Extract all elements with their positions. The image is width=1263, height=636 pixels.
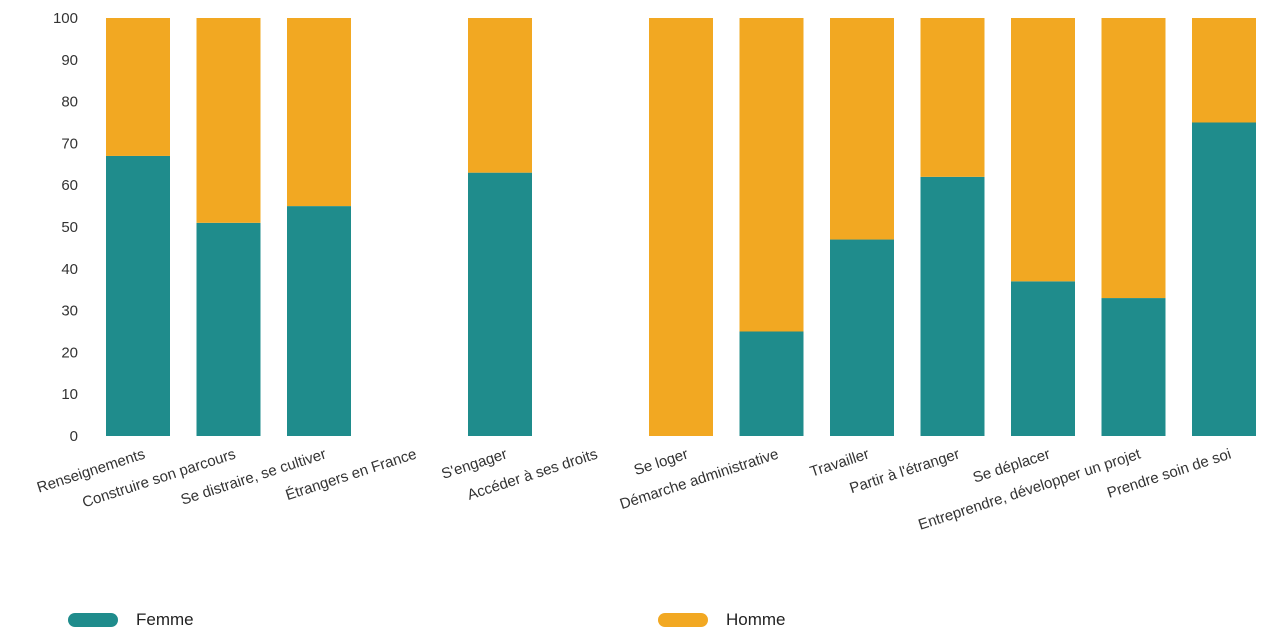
bar-femme — [196, 222, 261, 436]
y-tick-label: 100 — [53, 10, 78, 27]
y-tick-label: 90 — [61, 52, 78, 69]
legend-label-homme: Homme — [726, 610, 786, 629]
x-tick-label: Se loger — [632, 446, 690, 479]
bars — [106, 18, 1256, 436]
bar-femme — [739, 331, 804, 436]
bar-homme — [1192, 18, 1256, 123]
bar-femme — [468, 172, 532, 436]
legend-label-femme: Femme — [136, 610, 194, 629]
bar-femme — [1192, 122, 1256, 436]
bar-homme — [830, 18, 894, 240]
bar-femme — [1011, 281, 1075, 436]
bar-homme — [649, 18, 713, 436]
legend-item-homme: Homme — [658, 610, 786, 630]
y-tick-label: 30 — [61, 303, 78, 320]
bar-homme — [739, 18, 804, 332]
y-tick-label: 80 — [61, 94, 78, 111]
legend-swatch-homme — [658, 613, 708, 627]
bar-homme — [920, 18, 985, 177]
y-tick-label: 60 — [61, 177, 78, 194]
y-axis: 0 10 20 30 40 50 60 70 80 90 100 — [53, 10, 78, 445]
bar-femme — [920, 176, 985, 436]
legend-item-femme: Femme — [68, 610, 194, 630]
bar-femme — [830, 239, 894, 436]
y-tick-label: 20 — [61, 344, 78, 361]
y-tick-label: 70 — [61, 135, 78, 152]
bar-homme — [196, 18, 261, 223]
legend-swatch-femme — [68, 613, 118, 627]
y-tick-label: 10 — [61, 386, 78, 403]
x-tick-label: Construire son parcours — [80, 446, 237, 512]
bar-homme — [287, 18, 351, 207]
x-tick-label: Démarche administrative — [618, 446, 781, 513]
y-tick-label: 40 — [61, 261, 78, 278]
bar-femme — [287, 206, 351, 436]
bar-homme — [468, 18, 532, 173]
y-tick-label: 0 — [70, 428, 78, 445]
bar-femme — [1101, 298, 1166, 436]
bar-femme — [106, 155, 170, 436]
stacked-bar-chart: 0 10 20 30 40 50 60 70 80 90 100 RenseignementsCon… — [35, 10, 1256, 534]
y-tick-label: 50 — [61, 219, 78, 236]
bar-homme — [1011, 18, 1075, 282]
bar-homme — [106, 18, 170, 156]
bar-homme — [1101, 18, 1166, 299]
